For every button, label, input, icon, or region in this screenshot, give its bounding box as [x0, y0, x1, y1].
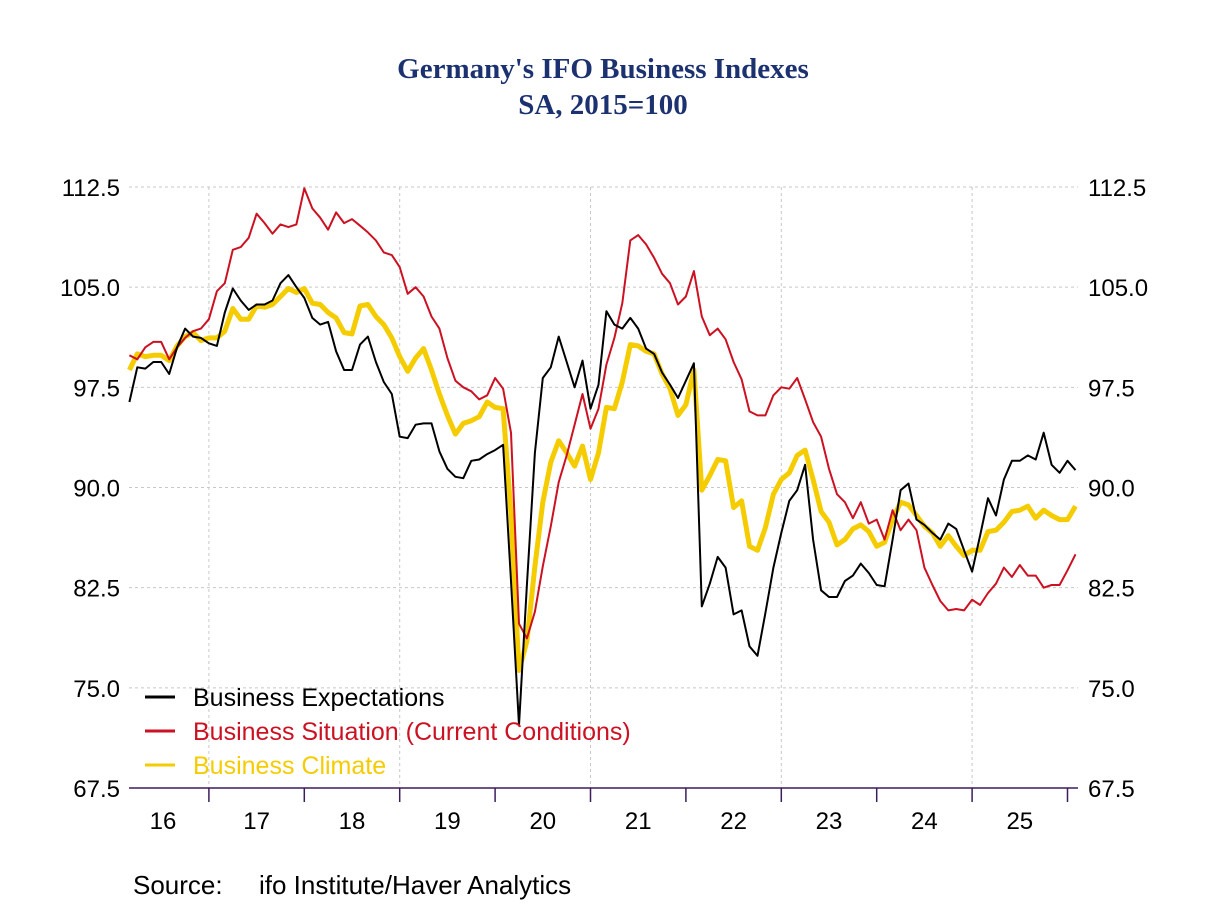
- y-tick-label-left: 105.0: [60, 275, 120, 302]
- y-axis-right: 112.5 105.0 97.5 90.0 82.5 75.0 67.5: [1088, 175, 1148, 803]
- chart-title: Germany's IFO Business Indexes: [397, 53, 809, 85]
- y-tick-label-left: 112.5: [62, 175, 120, 202]
- y-tick-label-right: 105.0: [1088, 275, 1148, 302]
- x-tick-label: 17: [243, 808, 270, 835]
- legend-label: Business Expectations: [193, 684, 445, 712]
- y-tick-label-left: 75.0: [73, 676, 120, 703]
- source-label: Source:: [133, 870, 223, 900]
- x-axis: 16 17 18 19 20 21 22 23 24 25: [129, 787, 1078, 835]
- x-tick-label: 22: [720, 808, 747, 835]
- legend-label: Business Climate: [193, 752, 386, 780]
- y-tick-label-left: 90.0: [73, 476, 120, 503]
- y-tick-label-left: 67.5: [73, 776, 120, 803]
- series-line-business-expectations: [128, 274, 1077, 727]
- y-tick-label-left: 82.5: [73, 576, 120, 603]
- y-axis-left: 112.5 105.0 97.5 90.0 82.5 75.0 67.5: [60, 175, 120, 803]
- series-line-business-climate: [127, 286, 1078, 673]
- source-text: ifo Institute/Haver Analytics: [259, 870, 571, 900]
- series-lines: [127, 187, 1078, 727]
- x-tick-label: 18: [339, 808, 366, 835]
- y-tick-label-right: 90.0: [1088, 476, 1135, 503]
- x-tick-label: 25: [1006, 808, 1033, 835]
- x-tick-label: 20: [529, 808, 556, 835]
- y-tick-label-right: 82.5: [1088, 576, 1135, 603]
- x-tick-label: 21: [625, 808, 652, 835]
- y-tick-label-right: 67.5: [1088, 776, 1135, 803]
- y-tick-label-left: 97.5: [73, 375, 120, 402]
- x-tick-label: 23: [816, 808, 843, 835]
- y-tick-label-right: 75.0: [1088, 676, 1135, 703]
- legend-label: Business Situation (Current Conditions): [193, 718, 631, 746]
- legend: Business Expectations Business Situation …: [145, 684, 631, 780]
- series-line-business-situation-current-conditions: [128, 187, 1077, 640]
- x-tick-label: 24: [911, 808, 938, 835]
- chart-subtitle: SA, 2015=100: [518, 89, 688, 121]
- x-tick-label: 16: [150, 808, 177, 835]
- x-tick-label: 19: [434, 808, 461, 835]
- y-tick-label-right: 112.5: [1088, 175, 1146, 202]
- y-tick-label-right: 97.5: [1088, 375, 1135, 402]
